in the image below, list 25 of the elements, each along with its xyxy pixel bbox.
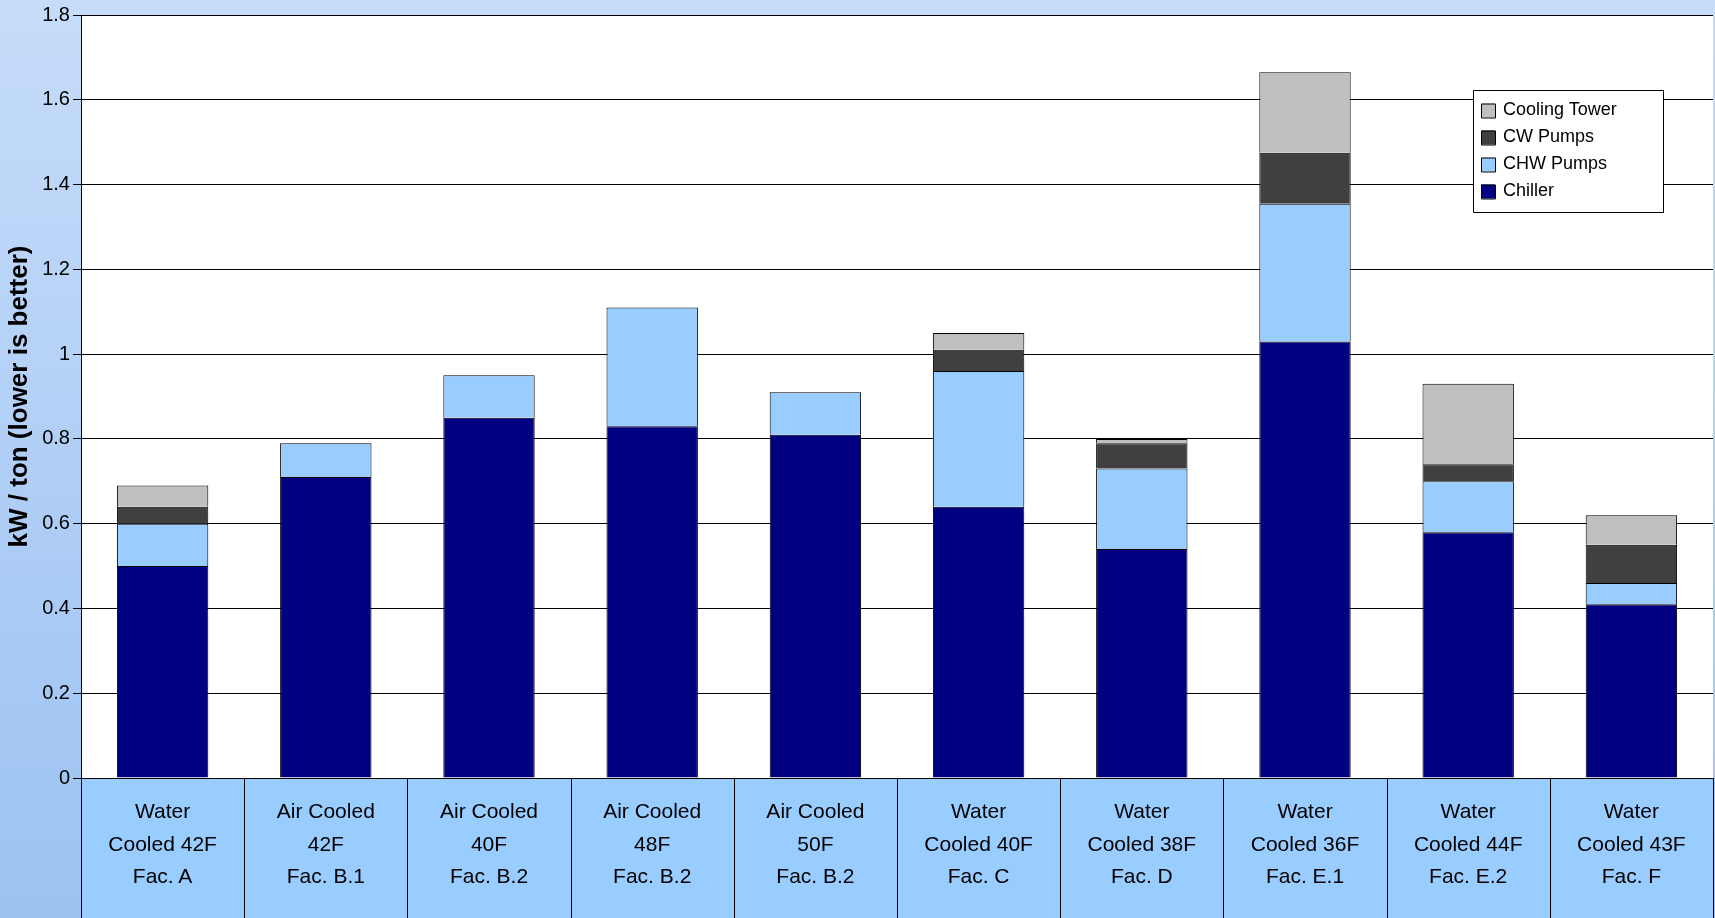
y-tick-label: 1.4 bbox=[42, 172, 70, 195]
legend-label: CHW Pumps bbox=[1503, 153, 1608, 174]
x-tick-label: Air Cooled 50F Fac. B.2 bbox=[766, 799, 865, 888]
x-tick-label: Air Cooled 42F Fac. B.1 bbox=[276, 799, 375, 888]
x-tick-label: Water Cooled 38F Fac. D bbox=[1087, 799, 1197, 888]
y-tick-label: 0.2 bbox=[42, 680, 70, 703]
x-tick-label: Air Cooled 48F Fac. B.2 bbox=[603, 799, 702, 888]
y-tick-label: 0 bbox=[58, 765, 70, 788]
legend-label: Chiller bbox=[1503, 180, 1555, 201]
y-tick-label: 1 bbox=[58, 341, 70, 364]
legend-label: CW Pumps bbox=[1503, 126, 1595, 147]
x-tick-label: Air Cooled 40F Fac. B.2 bbox=[439, 799, 539, 888]
y-tick-label: 1.6 bbox=[42, 87, 70, 110]
y-tick-label: 1.8 bbox=[42, 2, 70, 25]
x-tick-label: Water Cooled 36F Fac. E.1 bbox=[1250, 799, 1360, 888]
y-tick-label: 0.8 bbox=[42, 426, 70, 449]
x-tick-label: Water Cooled 44F Fac. E.2 bbox=[1413, 799, 1523, 888]
y-tick-label: 1.2 bbox=[42, 256, 70, 279]
x-tick-label: Water Cooled 40F Fac. C bbox=[924, 799, 1033, 888]
legend-label: Cooling Tower bbox=[1503, 99, 1617, 120]
y-tick-label: 0.4 bbox=[42, 595, 70, 618]
y-tick-label: 0.6 bbox=[42, 511, 70, 534]
y-axis-title: kW / ton (lower is better) bbox=[2, 245, 33, 548]
x-tick-label: Water Cooled 43F Fac. F bbox=[1577, 799, 1686, 888]
x-tick-label: Water Cooled 42F Fac. A bbox=[108, 799, 217, 888]
